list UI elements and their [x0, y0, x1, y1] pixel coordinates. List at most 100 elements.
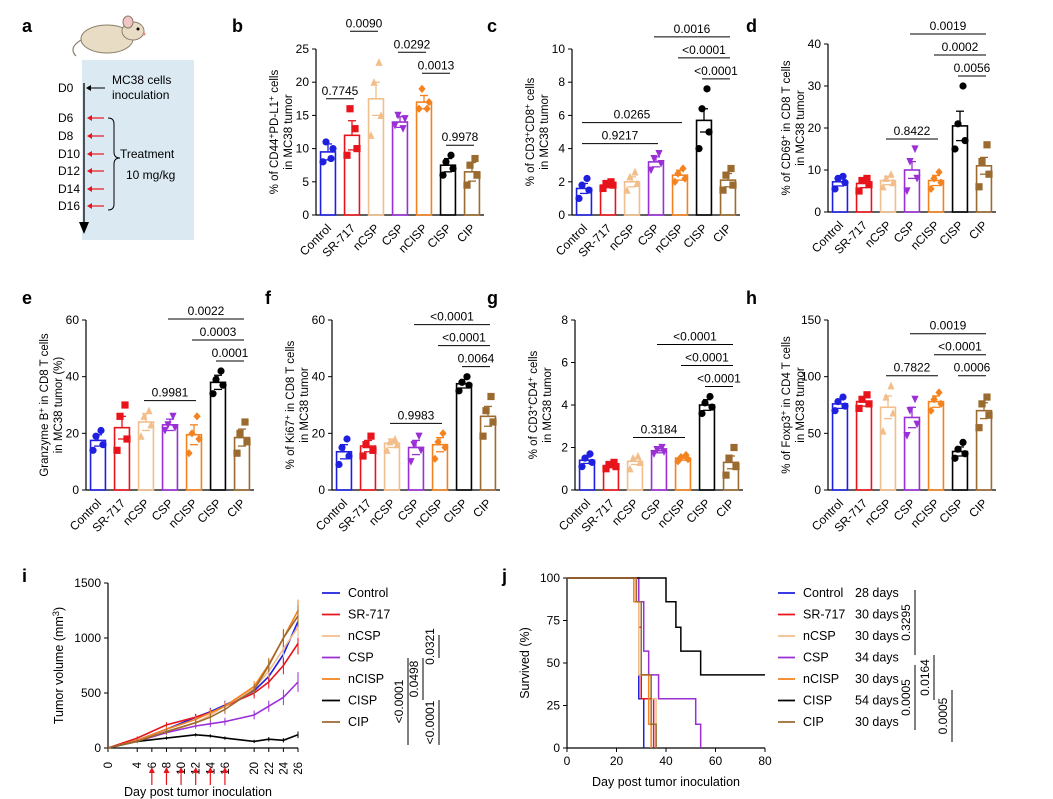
- panel-g-ytick-label: 0: [561, 483, 568, 497]
- point-e-CSP: [161, 426, 169, 435]
- panel-h-ytick-label: 100: [801, 370, 821, 384]
- point-c-Control: [575, 194, 583, 202]
- point-e-CIP: [243, 438, 251, 446]
- point-g-CIP: [730, 443, 738, 452]
- point-e-CSP: [164, 421, 172, 429]
- point-d-CIP: [985, 170, 993, 178]
- pvalue-g-2-4: 0.3184: [641, 423, 678, 437]
- point-b-SR-717: [346, 105, 354, 113]
- point-d-CSP: [906, 158, 914, 166]
- bar-e-nCISP: [185, 433, 203, 491]
- point-f-CISP: [465, 381, 473, 389]
- point-h-CSP: [906, 407, 914, 415]
- legend-label-i-nCISP: nCISP: [348, 672, 384, 686]
- panel-j-ytick-label: 50: [547, 656, 561, 670]
- survival-curve-Control: [567, 577, 645, 748]
- point-f-nCISP: [439, 429, 447, 438]
- point-h-nCSP: [889, 408, 897, 417]
- xtick-label-f-CISP: CISP: [440, 496, 470, 526]
- panel-e-ylabel-line2: in MC38 tumor (%): [53, 357, 65, 454]
- panel-i-ytick-label: 1000: [74, 631, 101, 645]
- legend-label-j-CIP: CIP: [803, 715, 824, 729]
- point-g-nCSP: [629, 454, 637, 462]
- panel-g-ytick-label: 2: [561, 441, 568, 455]
- panel-h-bar-chart: h 0 50 100 150 % of Foxp3+ in CD4 T cells in M…: [746, 288, 996, 535]
- panel-j-pvalue-1: 0.0005: [899, 679, 913, 716]
- panel-b-ytick-label: 25: [296, 42, 310, 56]
- point-b-CIP: [466, 161, 474, 169]
- point-g-SR-717: [610, 458, 618, 466]
- pvalue-g-3-6: <0.0001: [673, 330, 717, 344]
- point-f-SR-717: [367, 432, 375, 440]
- panel-i-xtick-label: 6: [147, 762, 159, 768]
- panel-f-ytick-label: 60: [312, 313, 326, 327]
- treatment-label: Treatment: [120, 147, 175, 161]
- point-f-Control: [338, 443, 346, 452]
- point-g-CISP: [708, 403, 716, 411]
- point-f-SR-717: [359, 452, 367, 460]
- point-d-nCISP: [927, 184, 935, 193]
- point-e-CIP: [236, 429, 244, 437]
- inoculation-label-2: inoculation: [112, 88, 169, 102]
- pvalue-h-5-6: 0.0006: [954, 361, 991, 375]
- point-h-CIP: [983, 393, 991, 401]
- pvalue-b-3-4: 0.0292: [394, 37, 431, 51]
- panel-e-ytick-label: 0: [72, 483, 79, 497]
- panel-e-letter: e: [22, 288, 32, 308]
- point-h-nCSP: [882, 392, 890, 401]
- point-f-nCSP: [383, 446, 391, 454]
- point-e-Control: [97, 426, 105, 435]
- point-d-nCSP: [879, 182, 887, 191]
- panel-c-ytick-label: 10: [552, 42, 566, 56]
- point-g-nCSP: [634, 451, 642, 460]
- panel-d-ylabel-line2: in MC38 tumor: [795, 90, 807, 166]
- point-h-nCSP: [887, 381, 895, 390]
- point-c-CSP: [650, 154, 658, 163]
- panel-e-bar-chart: e 0 20 40 60 Granzyme B+ in CD8 T cells in MC3…: [22, 288, 254, 535]
- point-c-CIP: [719, 186, 727, 194]
- point-d-nCISP: [935, 168, 943, 177]
- legend-label-i-Control: Control: [348, 586, 388, 600]
- legend-label-j-CSP: CSP: [803, 651, 829, 665]
- pvalue-e-3-6: 0.0022: [188, 304, 225, 318]
- point-g-CISP: [706, 392, 714, 401]
- point-b-CIP: [473, 171, 481, 179]
- point-b-CSP: [394, 111, 402, 120]
- panel-i-xtick-label: 22: [264, 762, 276, 775]
- point-e-nCSP: [140, 412, 148, 420]
- panel-i-pvalue-3: <0.0001: [423, 700, 437, 744]
- point-d-CSP: [911, 145, 919, 154]
- point-h-SR-717: [858, 395, 866, 403]
- point-c-CIP: [722, 171, 730, 179]
- xtick-label-e-CISP: CISP: [194, 496, 224, 526]
- point-g-Control: [586, 450, 594, 458]
- pvalue-e-4-6: 0.0003: [200, 325, 237, 339]
- point-c-nCISP: [681, 174, 689, 183]
- panel-g-ylabel-line2: in MC38 tumor: [542, 367, 554, 443]
- point-h-nCISP: [937, 399, 945, 408]
- bar-b-nCISP: [415, 101, 433, 216]
- panel-i-treatment-arrowhead: [192, 767, 199, 773]
- point-b-Control: [322, 138, 330, 146]
- point-f-CIP: [479, 432, 487, 440]
- panel-a-schedule: a D0 D6 D8 D10 D12 D14 D16 MC38 cells inoculat…: [22, 15, 194, 240]
- panel-g-ytick-label: 6: [561, 356, 568, 370]
- panel-h-ylabel-line2: in MC38 tumor: [795, 367, 807, 443]
- point-b-CISP: [447, 151, 455, 159]
- bar-h-CSP: [903, 416, 921, 491]
- point-e-Control: [99, 441, 107, 449]
- point-g-CSP: [658, 443, 666, 452]
- xtick-label-c-CIP: CIP: [710, 221, 734, 245]
- bar-f-CIP: [479, 415, 497, 491]
- panel-c-ylabel-line1: % of CD3+CD8+ cells: [522, 78, 537, 187]
- panel-f-ytick-label: 40: [312, 370, 326, 384]
- point-c-nCSP: [626, 172, 634, 181]
- point-b-nCISP: [425, 98, 433, 107]
- panel-h-ytick-label: 0: [814, 483, 821, 497]
- point-b-CISP: [442, 158, 450, 166]
- panel-i-xlabel: Day post tumor inoculation: [124, 785, 272, 799]
- point-e-CSP: [171, 424, 179, 432]
- panel-h-letter: h: [746, 288, 757, 308]
